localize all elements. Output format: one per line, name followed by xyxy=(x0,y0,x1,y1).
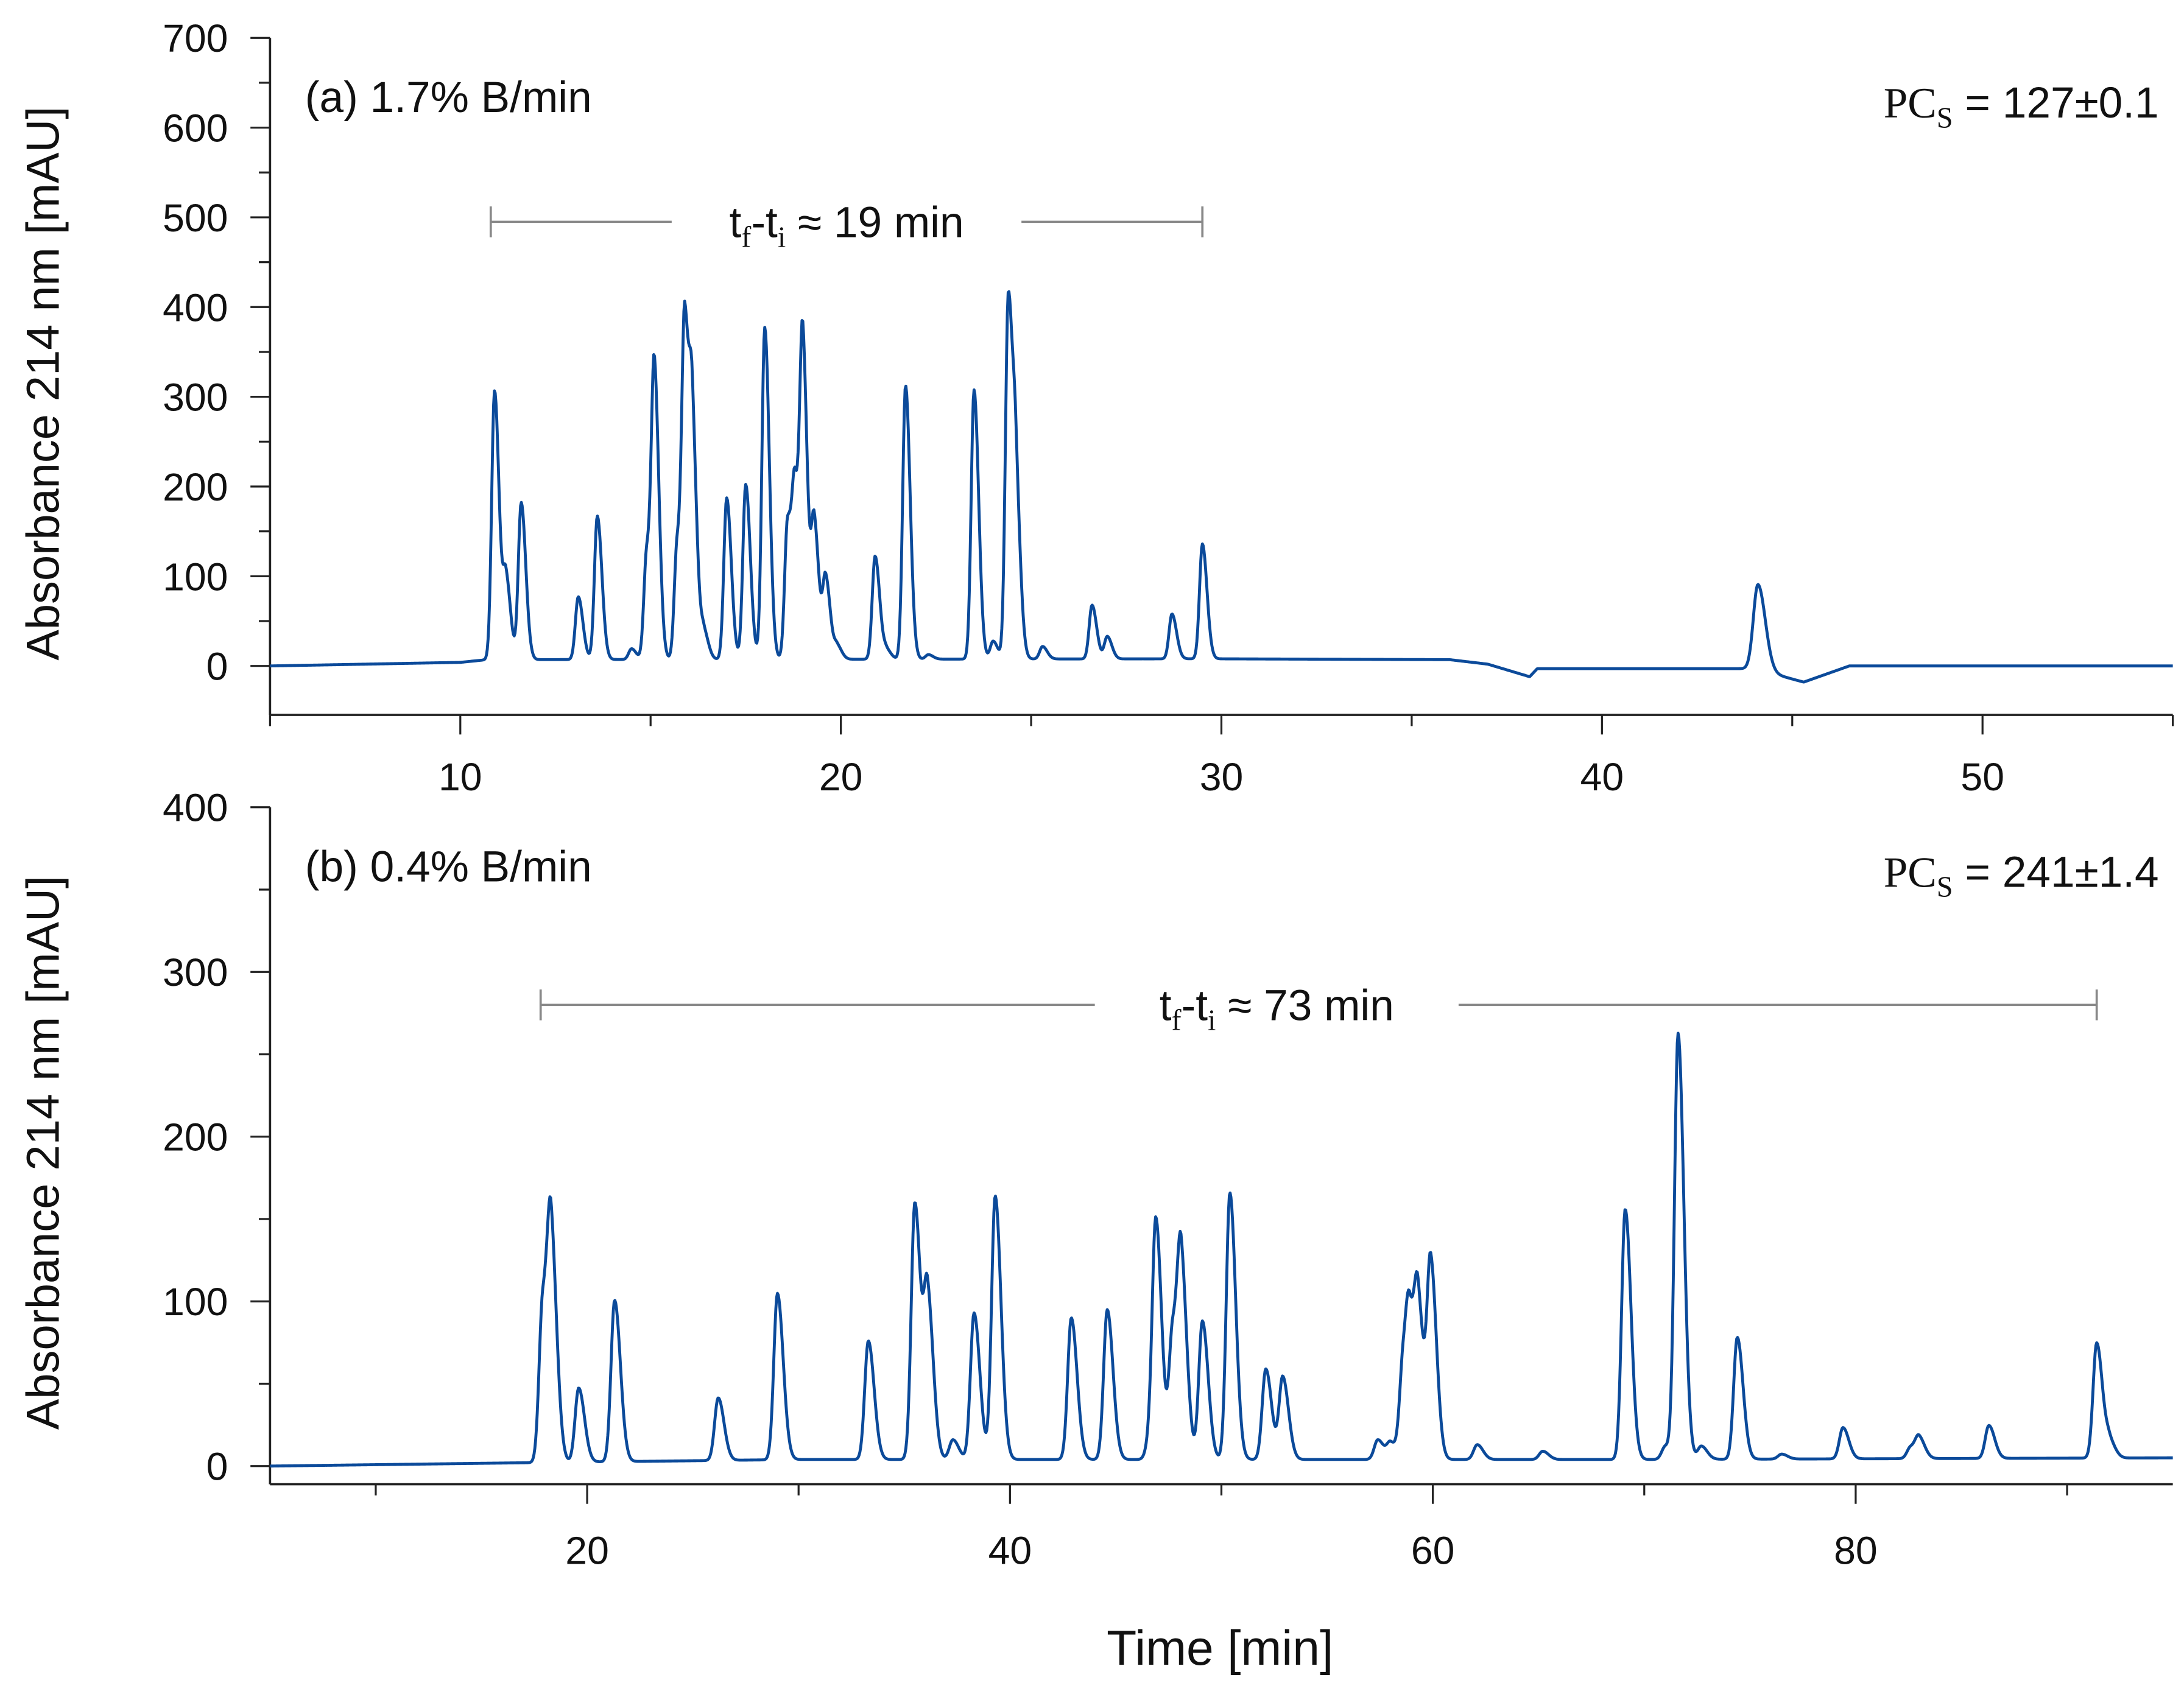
y-tick-label-a: 500 xyxy=(163,196,228,240)
y-tick-label-a: 600 xyxy=(163,107,228,150)
x-tick-label-a: 50 xyxy=(1960,755,2004,799)
time-span-label-b: tf-ti ≈ 73 min xyxy=(1160,982,1394,1037)
time-span-label-a: tf-ti ≈ 19 min xyxy=(729,199,963,254)
y-tick-label-a: 300 xyxy=(163,376,228,420)
y-axis-label-b: Absorbance 214 nm [mAU] xyxy=(17,876,69,1430)
y-tick-label-b: 0 xyxy=(206,1445,228,1489)
y-tick-label-b: 400 xyxy=(163,786,228,830)
chromatogram-trace-b xyxy=(269,1031,2174,1468)
chromatogram-trace-a xyxy=(269,290,2174,684)
peak-capacity-label-b: PCS = 241±1.4 xyxy=(1884,849,2159,904)
y-tick-label-b: 200 xyxy=(163,1116,228,1159)
panel-b: 0 100 200 300 400 20 40 60 80 Absorbance 214 nm [… xyxy=(17,786,2174,1573)
y-tick-label-a: 0 xyxy=(206,645,228,689)
y-tick-label-b: 100 xyxy=(163,1280,228,1324)
panel-label-a: (a) 1.7% B/min xyxy=(305,74,592,122)
y-tick-label-a: 400 xyxy=(163,286,228,329)
x-axis-label: Time [min] xyxy=(1107,1621,1333,1676)
x-tick-label-b: 80 xyxy=(1834,1529,1878,1573)
y-tick-label-a: 700 xyxy=(163,16,228,60)
y-axis-label-a: Absorbance 214 nm [mAU] xyxy=(17,107,69,661)
x-tick-label-a: 10 xyxy=(439,755,482,799)
x-tick-label-a: 30 xyxy=(1200,755,1244,799)
peak-capacity-label-a: PCS = 127±0.1 xyxy=(1884,79,2159,134)
x-tick-label-b: 20 xyxy=(565,1529,609,1573)
x-tick-label-a: 40 xyxy=(1580,755,1624,799)
x-tick-label-b: 60 xyxy=(1411,1529,1455,1573)
y-tick-label-a: 200 xyxy=(163,465,228,509)
x-tick-label-a: 20 xyxy=(819,755,863,799)
y-tick-label-a: 100 xyxy=(163,555,228,599)
panel-label-b: (b) 0.4% B/min xyxy=(305,843,592,891)
x-tick-label-b: 40 xyxy=(988,1529,1032,1573)
panel-a: 0 100 200 300 400 500 600 700 10 20 30 40 50 Absorban… xyxy=(17,16,2174,799)
y-tick-label-b: 300 xyxy=(163,950,228,994)
